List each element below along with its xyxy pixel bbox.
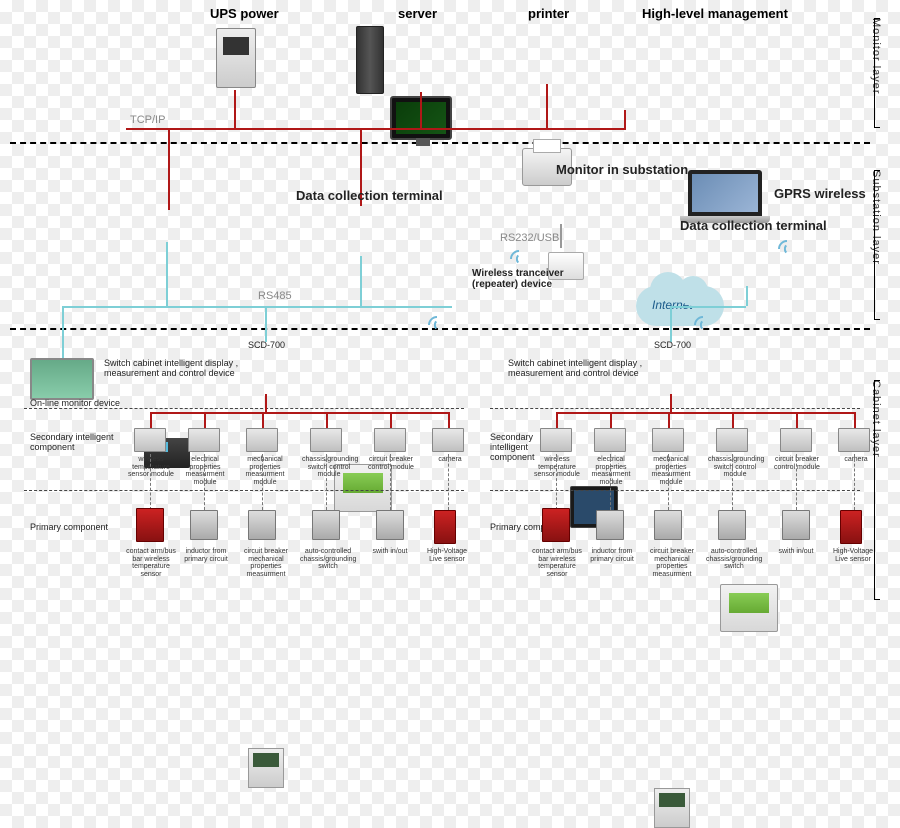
sec-dev-l6 <box>432 428 464 457</box>
ups-label: UPS power <box>210 6 279 21</box>
p4-r: auto-controlled chassis/grounding switch <box>706 548 762 571</box>
sec-dev-r1 <box>540 428 572 457</box>
wave-icon-3 <box>428 316 446 334</box>
sec-dev-l3 <box>246 428 278 457</box>
sec-dev-l1 <box>134 428 166 457</box>
dct-label-1: Data collection terminal <box>296 188 443 203</box>
wave-icon-1 <box>510 250 528 268</box>
pri-dev-r3 <box>654 510 682 545</box>
pri-dev-l2 <box>190 510 218 545</box>
pri-dev-r2 <box>596 510 624 545</box>
tcpip-label: TCP/IP <box>130 114 165 126</box>
pri-dev-l3 <box>248 510 276 545</box>
server-tower-icon <box>356 26 384 94</box>
wtrd-label: Wireless tranceiver (repeater) device <box>472 268 602 290</box>
pri-dev-r6 <box>840 510 862 549</box>
s6-r: camera <box>836 456 876 464</box>
pri-dev-r5 <box>782 510 810 545</box>
s3-l: mechanical properties measurment module <box>240 456 290 487</box>
laptop-icon <box>688 170 762 216</box>
rsusb-label: RS232/USB <box>500 232 559 244</box>
mis-label: Monitor in substation <box>556 162 688 177</box>
pri-dev-l1 <box>136 508 164 547</box>
display-icon <box>30 358 94 400</box>
dct-label-2: Data collection terminal <box>680 218 827 233</box>
scd-icon-1 <box>248 748 284 788</box>
s2-l: electrical properties measurment module <box>182 456 228 487</box>
pri-dev-r1 <box>542 508 570 547</box>
p3-l: circuit breaker mechanical properties me… <box>238 548 294 579</box>
sec-dev-l4 <box>310 428 342 457</box>
pri-dev-l6 <box>434 510 456 549</box>
s5-r: circuit breaker control module <box>772 456 822 471</box>
pri-dev-l4 <box>312 510 340 545</box>
sec-dev-r4 <box>716 428 748 457</box>
sec-dev-l2 <box>188 428 220 457</box>
p5-l: swith in/out <box>366 548 414 556</box>
rs485-label: RS485 <box>258 290 292 302</box>
p6-r: High-Voltage Live sensor <box>828 548 878 563</box>
s3-r: mechanical properties measurment module <box>646 456 696 487</box>
p4-l: auto-controlled chassis/grounding switch <box>300 548 356 571</box>
wave-icon-2 <box>778 240 796 258</box>
s1-r: wireless temperature sensor module <box>534 456 580 479</box>
s1-l: wireless temperature sensor module <box>128 456 174 479</box>
server-label: server <box>398 6 437 21</box>
bus-cyan <box>62 306 452 308</box>
wave-icon-4 <box>694 316 712 334</box>
hlm-label: High-level management <box>642 6 788 21</box>
bus-top <box>126 128 626 130</box>
s4-l: chassis/grounding switch control module <box>302 456 356 479</box>
sec-dev-r2 <box>594 428 626 457</box>
printer-label: printer <box>528 6 569 21</box>
separator-1 <box>10 142 870 144</box>
scd-label-2: SCD-700 <box>654 340 691 350</box>
gprs-label: GPRS wireless <box>774 186 866 201</box>
sec-dev-r6 <box>838 428 870 457</box>
switch-cab-label-2: Switch cabinet intelligent display , mea… <box>508 358 658 378</box>
s5-l: circuit breaker control module <box>366 456 416 471</box>
sec-dev-r5 <box>780 428 812 457</box>
s4-r: chassis/grounding switch control module <box>708 456 762 479</box>
p2-r: inductor from primary circuit <box>588 548 636 563</box>
switch-cab-label-1: Switch cabinet intelligent display , mea… <box>104 358 254 378</box>
pc-label-1: Primary component <box>30 522 108 532</box>
p3-r: circuit breaker mechanical properties me… <box>644 548 700 579</box>
p5-r: swith in/out <box>772 548 820 556</box>
scd-label-1: SCD-700 <box>248 340 285 350</box>
s2-r: electrical properties measurment module <box>588 456 634 487</box>
sec-dev-l5 <box>374 428 406 457</box>
ups-icon <box>216 28 256 88</box>
pri-dev-r4 <box>718 510 746 545</box>
sec-dev-r3 <box>652 428 684 457</box>
s6-l: camera <box>430 456 470 464</box>
scd-icon-2 <box>654 788 690 828</box>
terminal-icon-2 <box>720 584 778 632</box>
p2-l: inductor from primary circuit <box>182 548 230 563</box>
olm-label: On-line monitor device <box>30 398 120 408</box>
pri-dev-l5 <box>376 510 404 545</box>
sic-label-1: Secondary intelligent component <box>30 432 130 452</box>
p1-l: contact arm/bus bar wireless temperature… <box>126 548 176 579</box>
p1-r: contact arm/bus bar wireless temperature… <box>532 548 582 579</box>
p6-l: High-Voltage Live sensor <box>422 548 472 563</box>
internet-label: Internet <box>652 298 693 312</box>
